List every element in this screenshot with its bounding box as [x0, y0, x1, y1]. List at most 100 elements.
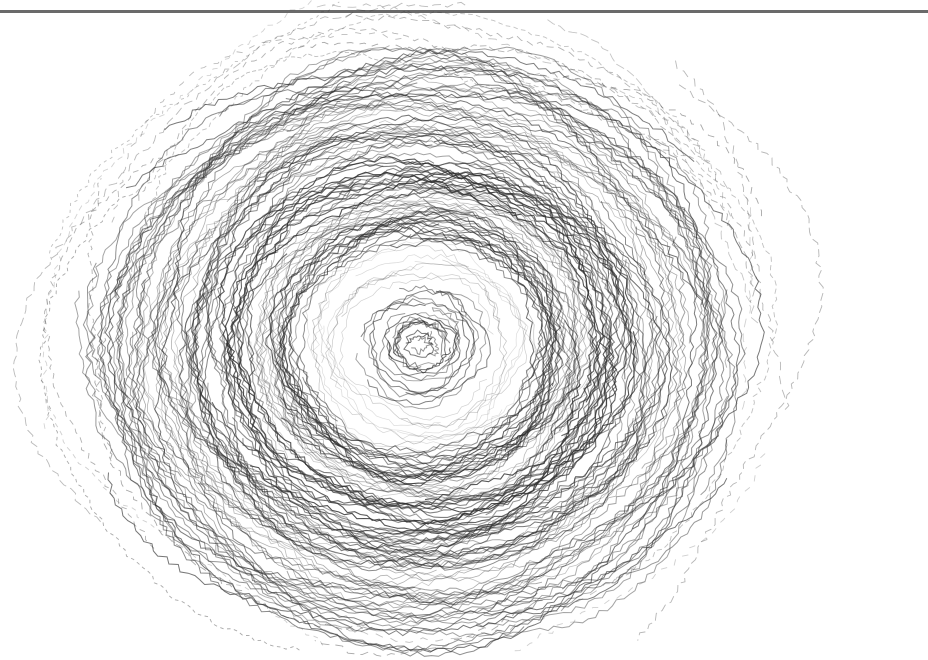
scribble-stroke [125, 46, 693, 611]
scribble-stroke [475, 91, 746, 626]
scribble-stroke [38, 195, 300, 651]
scribble-stroke [320, 253, 527, 441]
scribble-stroke [104, 91, 702, 530]
scribble-stroke [392, 320, 443, 359]
scribble-stroke [367, 290, 491, 405]
scribble-stroke [415, 44, 705, 165]
scribble-stroke [395, 320, 436, 368]
scribble-stroke [191, 292, 549, 566]
scribble-stroke [337, 171, 608, 501]
scribble-stroke [282, 362, 554, 460]
scribble-stroke [390, 237, 535, 391]
scribble-stroke [145, 65, 765, 653]
scribble-stroke [330, 83, 709, 617]
scribble-stroke [40, 0, 313, 429]
scribble-stroke [285, 41, 762, 218]
scribble-stroke [160, 102, 711, 609]
scribble-stroke [267, 200, 459, 478]
scribble-stroke [143, 290, 455, 599]
scribble-stroke [249, 331, 637, 525]
scribble-stroke [12, 1, 468, 523]
scribble-stroke [152, 117, 658, 601]
scribble-stroke [504, 70, 778, 584]
scribble-stroke [115, 47, 467, 303]
scribble-stroke [325, 265, 441, 430]
scribble-stroke [547, 19, 759, 324]
scribble-stroke [312, 226, 562, 465]
scribble-stroke [135, 57, 728, 369]
scribble-stroke [250, 190, 582, 501]
scribble-stroke [422, 198, 580, 457]
scribble-stroke [223, 253, 604, 507]
scribble-stroke [345, 13, 701, 150]
scribble-stroke [135, 100, 341, 599]
scribble-stroke [184, 132, 628, 466]
scribble-stroke [115, 123, 311, 479]
scribble-stroke [261, 202, 595, 505]
strokes [12, 0, 824, 658]
scribble-stroke [286, 103, 718, 625]
scribble-stroke [218, 101, 692, 270]
scribble-stroke [177, 142, 621, 538]
scribble-stroke [170, 84, 679, 584]
scribble-stroke [675, 60, 790, 412]
scribble-stroke [255, 201, 554, 457]
scribble-stroke [242, 237, 636, 535]
scribble-stroke [86, 59, 692, 627]
scribble-stroke [142, 226, 437, 581]
scribble-stroke [358, 211, 567, 482]
scribble-stroke [443, 186, 596, 437]
scribble-stroke [170, 129, 654, 582]
scribble-stroke [281, 324, 539, 483]
scribble-stroke [574, 120, 725, 469]
scribble-stroke [155, 195, 249, 519]
scribble-stroke [253, 210, 471, 491]
scribble-stroke [256, 299, 599, 500]
scribble-stroke [237, 182, 579, 475]
scribble-stroke [120, 54, 538, 606]
scribble-stroke [442, 259, 528, 428]
scribble-stroke [283, 189, 577, 324]
scribble-stroke [387, 319, 448, 371]
scribble-stroke [261, 191, 610, 526]
scribble-stroke [274, 259, 573, 475]
scribble-stroke [207, 260, 445, 535]
scribble-stroke [264, 182, 586, 503]
scribble-stroke [395, 321, 444, 371]
scribble-stroke [399, 285, 467, 317]
scribble-stroke [379, 313, 461, 382]
scribble-stroke [494, 244, 688, 590]
scribble-stroke [637, 84, 824, 641]
scribble-stroke [163, 111, 658, 398]
scribble-stroke [304, 270, 503, 452]
scribble-stroke [256, 204, 576, 500]
scribble-stroke [513, 453, 766, 652]
scribble-stroke [405, 180, 614, 432]
scribble-stroke [185, 105, 650, 558]
scribble-stroke [296, 220, 554, 432]
scribble-stroke [247, 196, 597, 507]
scribble-stroke [330, 275, 505, 429]
scribble-stroke [302, 237, 545, 470]
top-rule [0, 10, 928, 13]
scribble-stroke [98, 86, 525, 657]
scribble-stroke [225, 155, 635, 535]
scribble-stroke [266, 192, 397, 456]
scribble-stroke [45, 392, 324, 646]
scribble-stroke [226, 96, 647, 237]
scribble-stroke [82, 262, 696, 652]
scribble-stroke [42, 157, 163, 549]
scribble-stroke [160, 358, 564, 606]
scribble-stroke [403, 329, 435, 358]
scribble-stroke [230, 179, 626, 516]
scribble-stroke [360, 289, 476, 399]
scribble-stroke [231, 159, 615, 536]
scribble-stroke [257, 178, 613, 534]
scribble-stroke [162, 74, 711, 591]
scribble-stroke [270, 207, 592, 498]
scribble-stroke [380, 124, 649, 562]
scribble-stroke [116, 49, 371, 400]
scribble-stroke [216, 444, 546, 561]
scribble-stroke [305, 183, 595, 277]
scribble-stroke [221, 335, 513, 544]
